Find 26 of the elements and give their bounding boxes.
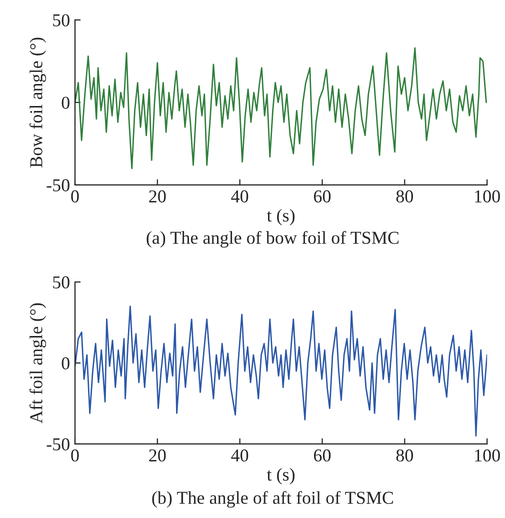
y-tick-label: -50	[46, 179, 70, 192]
line-series	[74, 47, 487, 170]
x-tick-label: 60	[314, 190, 331, 202]
text: (b) The angle of aft foil of TSMC	[152, 491, 393, 508]
y-tick-label: -50	[46, 438, 70, 450]
x-tick-label: 0	[71, 449, 79, 462]
x-tick-label: 20	[149, 449, 166, 462]
x-axis-title: t (s)	[266, 468, 295, 484]
y-tick-label: 50	[53, 14, 70, 26]
x-tick-label: 100	[475, 190, 500, 202]
x-tick-label: 60	[314, 449, 331, 462]
line-series	[74, 306, 488, 437]
y-tick-label: 50	[53, 276, 70, 288]
text: (a) The angle of bow foil of TSMC	[146, 230, 398, 248]
y-axis-title: Aft foil angle (°)	[29, 303, 46, 424]
x-tick-label: 80	[396, 449, 413, 462]
x-tick-label: 0	[71, 190, 79, 202]
y-tick-label: 0	[62, 357, 70, 370]
x-tick-label: 100	[475, 449, 500, 462]
y-tick-label: 0	[62, 96, 70, 109]
x-tick-label: 40	[231, 449, 248, 462]
x-tick-label: 80	[396, 190, 413, 202]
y-axis-title: Bow foil angle (°)	[29, 38, 46, 168]
x-tick-label: 20	[149, 190, 166, 202]
x-tick-label: 40	[231, 190, 248, 202]
x-axis-title: t (s)	[266, 208, 295, 226]
